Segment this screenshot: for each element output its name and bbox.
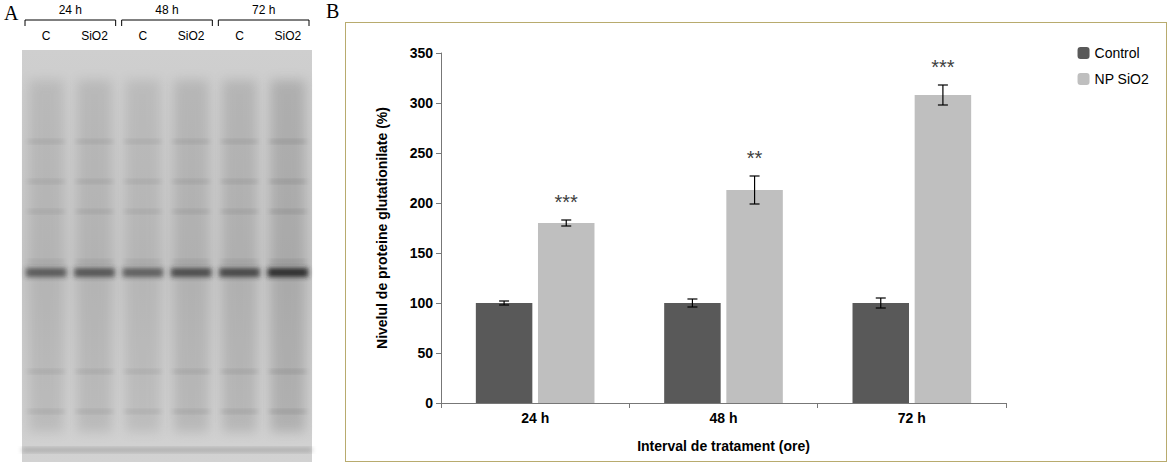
svg-text:Control: Control — [1095, 45, 1140, 61]
html-text:B: B — [326, 0, 340, 22]
svg-text:0: 0 — [425, 395, 433, 411]
svg-text:SiO2: SiO2 — [178, 29, 205, 43]
svg-text:C: C — [42, 29, 51, 43]
svg-text:***: *** — [931, 56, 955, 78]
svg-text:Interval de tratament (ore): Interval de tratament (ore) — [637, 438, 810, 454]
svg-text:C: C — [138, 29, 147, 43]
svg-text:Nivelul de proteine glutationi: Nivelul de proteine glutationilate (%) — [374, 107, 390, 349]
svg-text:50: 50 — [417, 345, 433, 361]
svg-text:150: 150 — [410, 245, 434, 261]
svg-text:24 h: 24 h — [59, 3, 82, 17]
svg-text:SiO2: SiO2 — [81, 29, 108, 43]
svg-text:C: C — [235, 29, 244, 43]
svg-text:200: 200 — [410, 195, 434, 211]
svg-text:350: 350 — [410, 45, 434, 61]
svg-text:72 h: 72 h — [898, 410, 926, 426]
svg-text:24 h: 24 h — [521, 410, 549, 426]
svg-text:48 h: 48 h — [155, 3, 178, 17]
svg-text:SiO2: SiO2 — [274, 29, 301, 43]
svg-text:72 h: 72 h — [252, 3, 275, 17]
svg-text:***: *** — [555, 191, 579, 213]
svg-text:100: 100 — [410, 295, 434, 311]
svg-text:**: ** — [747, 147, 763, 169]
svg-text:250: 250 — [410, 145, 434, 161]
svg-text:NP SiO2: NP SiO2 — [1095, 71, 1149, 87]
svg-text:48 h: 48 h — [709, 410, 737, 426]
html-text:A: A — [4, 2, 19, 24]
svg-text:300: 300 — [410, 95, 434, 111]
